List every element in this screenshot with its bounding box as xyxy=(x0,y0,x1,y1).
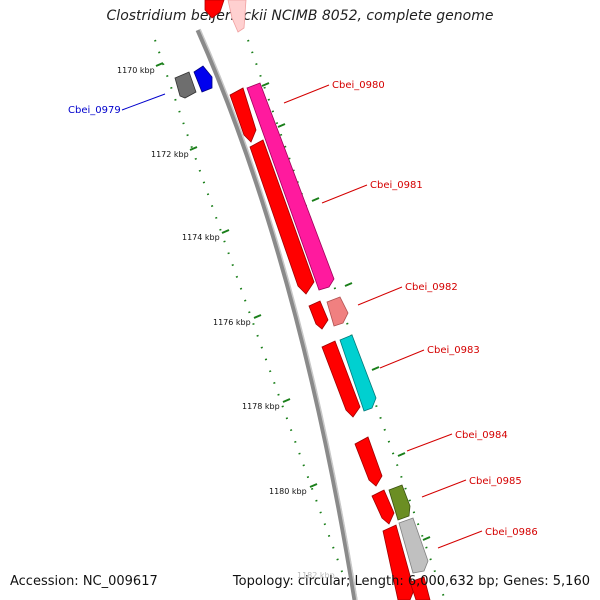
tick-track-left xyxy=(154,39,346,581)
genome-backbone-highlight xyxy=(199,28,358,600)
tick-label: 1174 kbp xyxy=(182,233,220,242)
gene-feature-Cbei_0985[interactable] xyxy=(388,484,411,521)
cds-feature[interactable] xyxy=(249,139,315,295)
tick-label: 1180 kbp xyxy=(269,487,307,496)
tick-mark xyxy=(371,366,380,371)
gene-label-Cbei_0982[interactable]: Cbei_0982 xyxy=(405,282,458,293)
tick-mark xyxy=(309,483,318,488)
tick-mark xyxy=(344,282,353,287)
tick-label: 1172 kbp xyxy=(151,150,189,159)
label-leader-Cbei_0986 xyxy=(437,530,483,549)
tick-mark xyxy=(261,82,270,87)
tick-label: 1176 kbp xyxy=(213,318,251,327)
tick-mark xyxy=(155,62,164,67)
cds-feature[interactable] xyxy=(371,489,395,525)
gene-label-Cbei_0983[interactable]: Cbei_0983 xyxy=(427,345,480,356)
accession-text: Accession: NC_009617 xyxy=(10,574,158,589)
tick-mark xyxy=(397,452,406,457)
gene-feature-Cbei_0980[interactable] xyxy=(246,82,335,291)
gene-label-Cbei_0986[interactable]: Cbei_0986 xyxy=(485,527,538,538)
label-leader-Cbei_0979 xyxy=(121,93,166,111)
tick-mark xyxy=(253,314,262,319)
gene-feature-grey[interactable] xyxy=(174,71,197,99)
gene-label-Cbei_0979[interactable]: Cbei_0979 xyxy=(68,105,121,116)
tick-mark xyxy=(422,536,431,541)
label-leader-Cbei_0985 xyxy=(421,479,467,498)
gene-label-Cbei_0981[interactable]: Cbei_0981 xyxy=(370,180,423,191)
cds-feature[interactable] xyxy=(227,0,247,33)
genome-summary-text: Topology: circular; Length: 6,000,632 bp… xyxy=(232,574,590,589)
tick-mark xyxy=(189,146,198,151)
label-leader-Cbei_0983 xyxy=(379,349,425,369)
label-leader-Cbei_0981 xyxy=(321,184,368,204)
cds-feature[interactable] xyxy=(382,524,415,600)
cds-feature[interactable] xyxy=(321,340,361,418)
cds-feature[interactable] xyxy=(409,576,431,600)
tick-mark xyxy=(311,197,320,202)
cds-feature[interactable] xyxy=(354,436,383,487)
map-title: Clostridium beijerinckii NCIMB 8052, com… xyxy=(106,8,494,24)
gene-feature-Cbei_0979[interactable] xyxy=(193,65,213,93)
gene-feature-Cbei_0983[interactable] xyxy=(339,334,377,412)
label-leader-Cbei_0980 xyxy=(283,84,330,104)
tick-label: 1182 kbp xyxy=(297,571,335,580)
tick-mark xyxy=(221,229,230,234)
tick-mark xyxy=(282,398,291,403)
tick-label: 1178 kbp xyxy=(242,402,280,411)
genome-backbone xyxy=(195,28,358,600)
tick-label: 1170 kbp xyxy=(117,66,155,75)
gene-feature-Cbei_0986[interactable] xyxy=(398,517,429,574)
label-leader-Cbei_0984 xyxy=(406,433,453,452)
gene-label-Cbei_0984[interactable]: Cbei_0984 xyxy=(455,430,508,441)
cds-feature[interactable] xyxy=(204,0,225,19)
label-leader-Cbei_0982 xyxy=(357,286,403,306)
cds-feature[interactable] xyxy=(308,300,329,330)
gene-feature-Cbei_0982[interactable] xyxy=(326,296,349,327)
gene-label-Cbei_0980[interactable]: Cbei_0980 xyxy=(332,80,385,91)
gene-label-Cbei_0985[interactable]: Cbei_0985 xyxy=(469,476,522,487)
tick-mark xyxy=(277,123,286,128)
tick-track-right xyxy=(247,39,446,600)
cds-feature[interactable] xyxy=(229,87,257,143)
tick-marks xyxy=(155,62,431,541)
